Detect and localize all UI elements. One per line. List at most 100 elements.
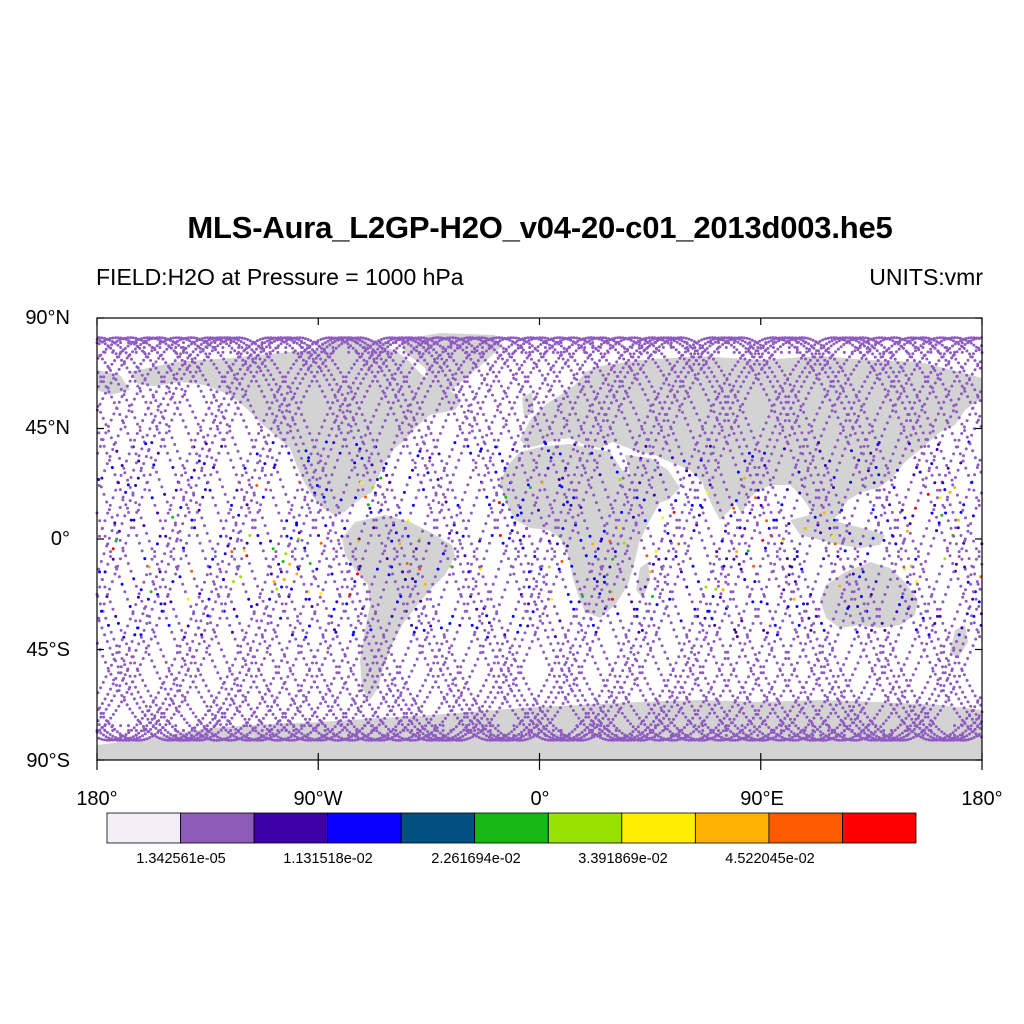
track-point — [895, 610, 899, 614]
track-point — [173, 359, 177, 363]
track-point — [687, 337, 691, 341]
track-point — [478, 722, 482, 725]
track-point — [954, 445, 958, 449]
track-point — [839, 690, 843, 694]
track-point — [106, 562, 110, 566]
track-point — [699, 689, 703, 692]
track-point — [823, 694, 827, 697]
track-point — [488, 705, 492, 709]
track-point — [350, 577, 354, 581]
track-point — [558, 484, 562, 487]
track-point — [382, 469, 385, 473]
track-point — [601, 678, 605, 682]
track-point — [203, 473, 207, 477]
track-point — [202, 395, 206, 399]
track-point — [780, 369, 784, 373]
track-point — [266, 369, 270, 372]
track-point — [926, 380, 930, 384]
track-point — [490, 420, 494, 424]
track-point — [591, 445, 595, 449]
track-point — [501, 680, 505, 684]
track-point — [652, 711, 656, 715]
track-point — [125, 690, 129, 694]
track-point — [621, 560, 625, 563]
track-point — [270, 359, 274, 362]
track-point — [485, 717, 489, 721]
track-point — [626, 719, 630, 723]
track-point — [840, 738, 844, 742]
track-point — [122, 695, 126, 699]
track-point — [530, 692, 534, 696]
track-point — [622, 654, 626, 658]
track-point — [665, 442, 669, 446]
track-point — [866, 602, 870, 606]
track-point — [749, 429, 753, 433]
track-point — [560, 353, 563, 357]
track-point — [357, 429, 360, 432]
track-point — [340, 519, 344, 523]
track-point — [934, 436, 938, 440]
track-point — [841, 503, 844, 507]
track-point — [437, 452, 441, 456]
track-point — [557, 356, 561, 360]
track-point — [566, 640, 570, 643]
track-point — [249, 499, 253, 503]
track-point — [259, 735, 263, 739]
track-point — [640, 628, 644, 632]
track-point — [802, 380, 806, 384]
track-point — [575, 676, 579, 680]
track-point — [800, 431, 804, 435]
track-point — [376, 619, 380, 623]
track-point — [361, 714, 365, 718]
track-point — [164, 570, 168, 574]
track-point — [862, 444, 866, 448]
track-point — [721, 588, 725, 592]
track-point — [646, 459, 650, 463]
track-point — [601, 381, 605, 385]
track-point — [761, 488, 765, 492]
track-point — [127, 510, 130, 514]
track-point — [264, 557, 268, 561]
track-point — [353, 336, 357, 340]
track-point — [857, 458, 861, 462]
track-point — [299, 400, 303, 404]
track-point — [584, 738, 588, 742]
track-point — [375, 356, 379, 360]
track-point — [848, 531, 852, 535]
track-point — [600, 588, 604, 592]
track-point — [99, 375, 103, 379]
track-point — [929, 707, 933, 711]
track-point — [111, 607, 115, 611]
track-point — [972, 488, 976, 492]
track-point — [304, 597, 308, 601]
track-point — [835, 518, 839, 522]
track-point — [864, 527, 868, 530]
track-point — [566, 511, 570, 515]
track-point — [465, 336, 469, 340]
track-point — [679, 478, 682, 481]
track-point — [843, 373, 847, 377]
track-point — [389, 515, 393, 519]
track-point — [127, 534, 130, 537]
track-point — [285, 404, 289, 408]
track-point — [795, 550, 799, 554]
track-point — [886, 695, 890, 699]
track-point — [460, 498, 464, 502]
track-point — [391, 341, 395, 345]
track-point — [153, 716, 156, 720]
track-point — [852, 388, 855, 392]
track-point — [867, 519, 871, 523]
track-point — [615, 703, 619, 707]
track-point — [832, 617, 835, 621]
track-point — [397, 506, 401, 509]
track-point — [662, 678, 666, 682]
track-point — [537, 508, 540, 512]
track-point — [646, 398, 650, 402]
track-point — [956, 340, 960, 344]
track-point — [495, 351, 499, 355]
track-point — [321, 466, 325, 470]
track-point — [686, 423, 690, 427]
track-point — [446, 345, 450, 349]
track-point — [500, 626, 504, 630]
track-point — [841, 673, 845, 677]
